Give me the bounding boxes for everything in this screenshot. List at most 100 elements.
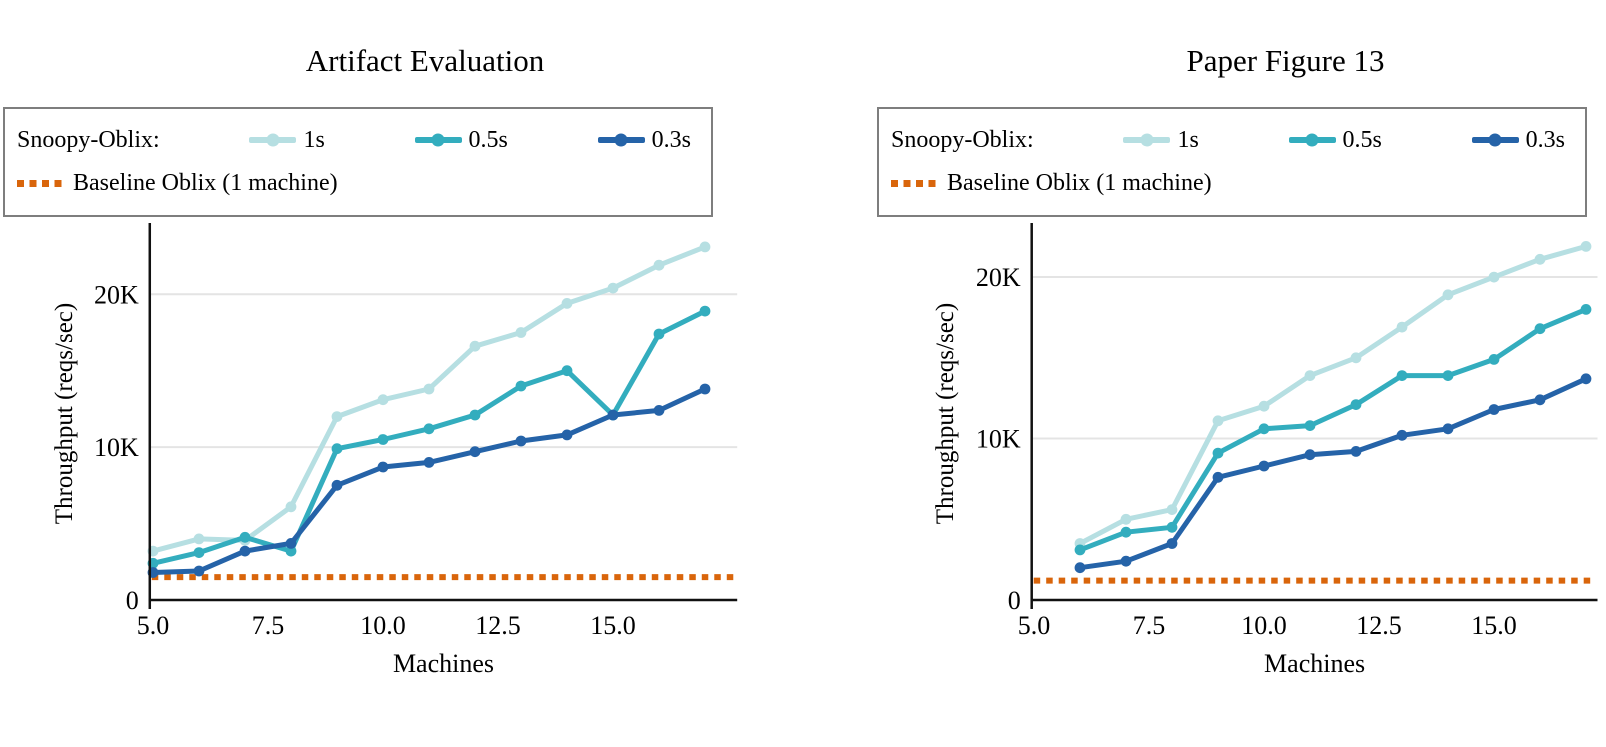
- data-point-0.5s: [1534, 323, 1546, 335]
- legend-group-label: Snoopy-Oblix:: [891, 126, 1034, 153]
- figure-two-charts: Artifact Evaluation Snoopy-Oblix: 1s 0.5…: [0, 0, 1606, 687]
- chart-artifact-evaluation: Artifact Evaluation Snoopy-Oblix: 1s 0.5…: [0, 0, 803, 687]
- x-tick-label: 5.0: [137, 611, 170, 640]
- series-1s-swatch-icon: [1123, 133, 1171, 147]
- legend-label-05s: 0.5s: [468, 126, 508, 153]
- data-point-0.3s: [469, 446, 481, 458]
- legend-item-1s: 1s: [1123, 126, 1199, 154]
- data-point-1s: [377, 394, 389, 406]
- x-axis-title: Machines: [1264, 649, 1365, 678]
- baseline-dotted-swatch-icon: [17, 179, 64, 187]
- series-line-0.5s: [150, 308, 708, 566]
- data-point-0.5s: [423, 423, 435, 435]
- y-tick-label: 20K: [94, 280, 139, 309]
- data-point-0.3s: [561, 429, 573, 441]
- data-point-0.5s: [1396, 370, 1408, 381]
- data-point-1s: [515, 327, 527, 338]
- line-plot-left: 0 10K 20K 5.0 7.5 10.0 12.5 15.0 Machines Through…: [51, 223, 738, 678]
- data-point-1s: [1166, 504, 1178, 515]
- data-point-0.5s: [239, 531, 251, 543]
- data-point-0.3s: [607, 409, 619, 421]
- data-point-0.5s: [377, 434, 389, 445]
- chart-paper-figure-13: Paper Figure 13 Snoopy-Oblix: 1s 0.5s 0.…: [803, 0, 1606, 687]
- legend-label-1s: 1s: [1177, 126, 1199, 153]
- data-point-0.3s: [193, 565, 205, 577]
- legend-item-03s: 0.3s: [1471, 126, 1565, 154]
- series-05s-swatch-icon: [1288, 133, 1336, 147]
- legend-label-05s: 0.5s: [1342, 126, 1382, 153]
- data-point-0.3s: [1442, 423, 1454, 435]
- legend-right: Snoopy-Oblix: 1s 0.5s 0.3s Baseline Obli…: [877, 107, 1587, 217]
- x-tick-label: 10.0: [1241, 611, 1287, 640]
- data-point-1s: [1396, 321, 1408, 333]
- legend-item-05s: 0.5s: [414, 126, 508, 154]
- data-point-0.3s: [285, 538, 297, 549]
- data-point-0.3s: [239, 545, 251, 557]
- legend-row-series: Snoopy-Oblix: 1s 0.5s 0.3s: [891, 121, 1571, 159]
- data-point-0.3s: [1304, 449, 1316, 461]
- x-tick-label: 10.0: [360, 611, 406, 640]
- data-point-0.5s: [561, 365, 573, 377]
- legend-item-1s: 1s: [249, 127, 325, 154]
- data-point-0.3s: [1534, 394, 1546, 406]
- data-point-1s: [1534, 253, 1546, 265]
- series-line-0.3s: [1077, 376, 1589, 571]
- data-point-1s: [285, 501, 297, 513]
- data-point-1s: [1580, 241, 1592, 252]
- data-point-1s: [1350, 352, 1362, 364]
- data-point-0.5s: [1580, 304, 1592, 315]
- data-point-0.5s: [515, 380, 527, 392]
- data-point-1s: [469, 340, 481, 352]
- baseline-dotted-swatch-icon: [891, 179, 938, 187]
- legend-item-03s: 0.3s: [597, 126, 691, 154]
- data-point-0.5s: [1304, 420, 1316, 431]
- legend-left: Snoopy-Oblix: 1s 0.5s 0.3s Baseline Obli…: [3, 107, 713, 217]
- data-point-0.5s: [699, 305, 711, 317]
- x-tick-label: 15.0: [590, 611, 636, 640]
- series-03s-swatch-icon: [1471, 133, 1519, 147]
- data-point-0.5s: [1074, 544, 1086, 556]
- marker-dot-icon: [1305, 133, 1319, 147]
- data-point-0.3s: [423, 457, 435, 468]
- data-point-1s: [607, 282, 619, 294]
- legend-item-05s: 0.5s: [1288, 126, 1382, 154]
- data-point-0.3s: [515, 435, 527, 447]
- data-point-0.3s: [1074, 562, 1086, 574]
- legend-row-baseline: Baseline Oblix (1 machine): [891, 165, 1571, 201]
- legend-label-03s: 0.3s: [1525, 126, 1565, 153]
- data-point-1s: [1488, 271, 1500, 283]
- data-point-0.5s: [193, 547, 205, 558]
- data-point-1s: [699, 241, 711, 253]
- data-point-1s: [1120, 513, 1132, 525]
- x-tick-label: 12.5: [1356, 611, 1402, 640]
- data-point-0.3s: [1120, 555, 1132, 567]
- data-point-0.5s: [653, 328, 665, 340]
- legend-label-baseline: Baseline Oblix (1 machine): [73, 169, 338, 196]
- series-line-1s: [1077, 243, 1589, 546]
- x-tick-label: 5.0: [1018, 611, 1051, 640]
- data-point-0.3s: [1166, 538, 1178, 549]
- y-tick-label: 10K: [94, 433, 139, 462]
- legend-group-label: Snoopy-Oblix:: [17, 126, 160, 153]
- data-point-1s: [331, 411, 343, 422]
- data-point-0.5s: [1120, 526, 1132, 538]
- legend-label-03s: 0.3s: [651, 126, 691, 153]
- data-point-1s: [1258, 400, 1270, 412]
- chart-title-right: Paper Figure 13: [1186, 43, 1385, 78]
- data-point-0.3s: [1350, 446, 1362, 457]
- data-point-1s: [423, 383, 435, 395]
- data-point-1s: [193, 533, 205, 545]
- x-tick-label: 7.5: [252, 611, 285, 640]
- data-point-0.5s: [1212, 447, 1224, 459]
- data-point-0.3s: [1212, 471, 1224, 483]
- marker-dot-icon: [614, 133, 628, 147]
- data-point-0.5s: [1488, 354, 1500, 365]
- data-point-0.3s: [1258, 460, 1270, 472]
- data-point-0.5s: [1442, 370, 1454, 381]
- data-point-0.3s: [1396, 429, 1408, 441]
- marker-dot-icon: [1140, 133, 1154, 147]
- y-tick-label: 0: [1008, 586, 1021, 615]
- legend-label-baseline: Baseline Oblix (1 machine): [947, 169, 1212, 196]
- data-point-1s: [1442, 289, 1454, 301]
- data-point-0.3s: [1488, 404, 1500, 415]
